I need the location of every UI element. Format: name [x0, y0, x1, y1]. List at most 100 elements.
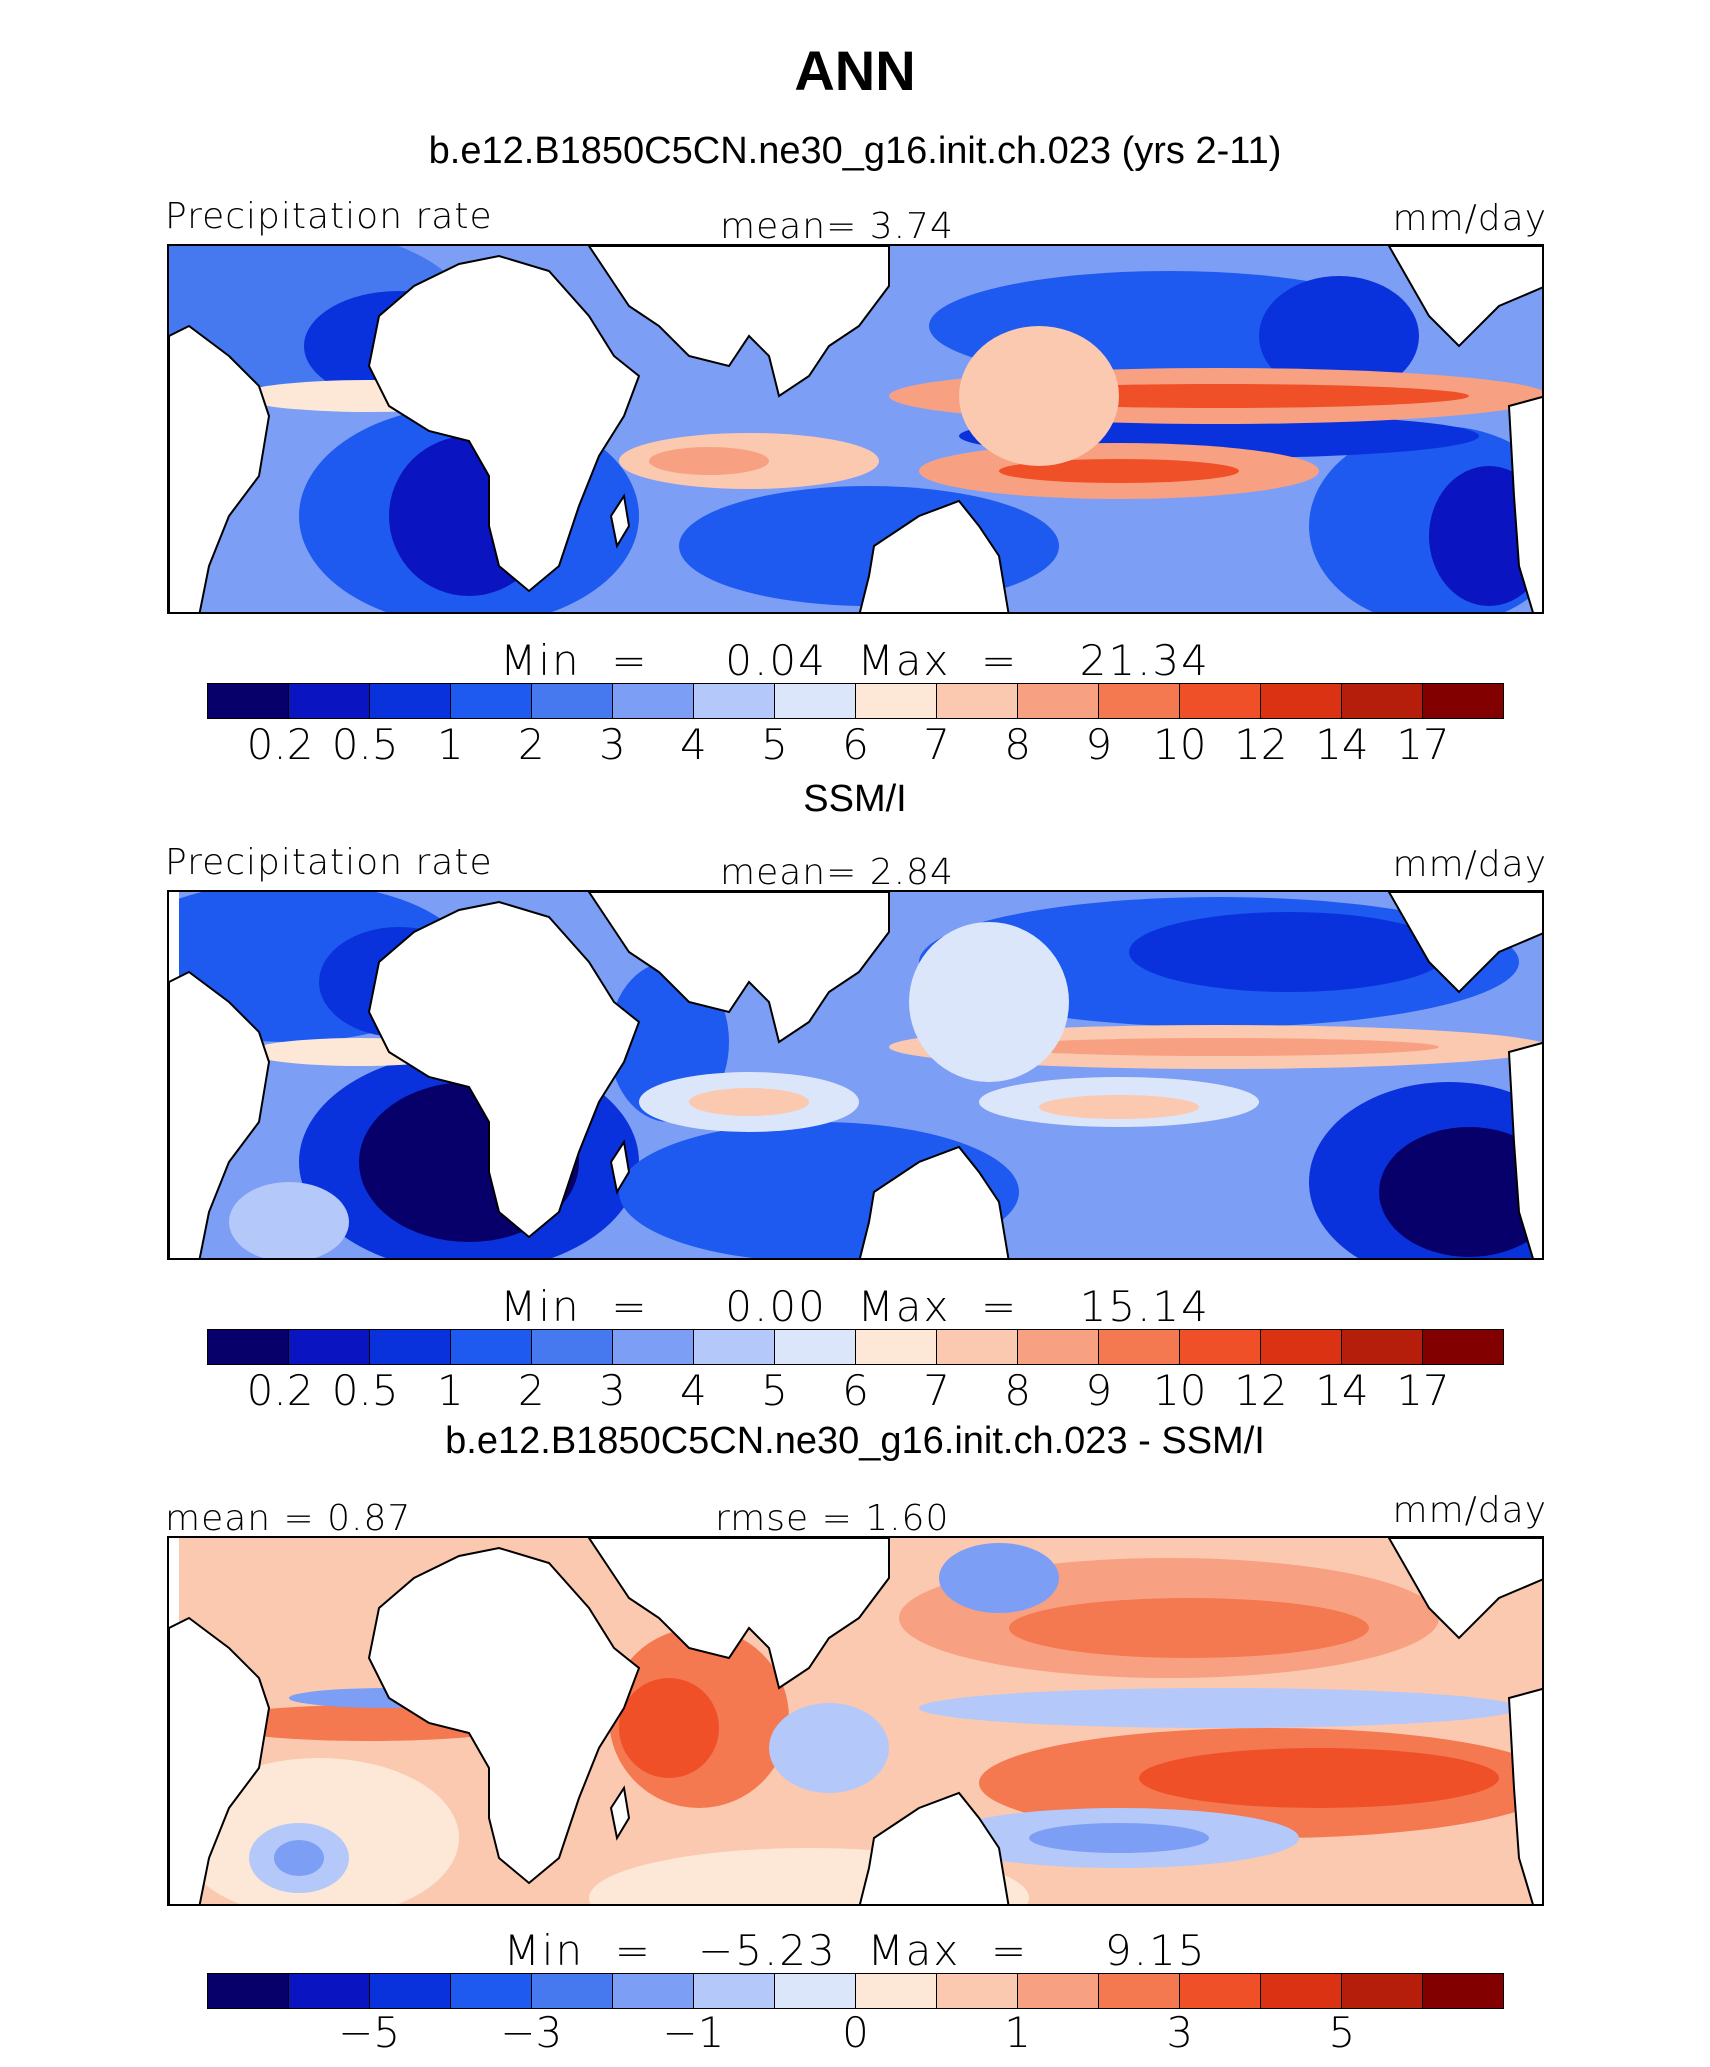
colorbar-segment — [1180, 1974, 1261, 2008]
panel-3-colorbar-ticks: −5 −3 −1 0 1 3 5 — [0, 2008, 1710, 2058]
colorbar-tick-label: 5 — [761, 720, 788, 769]
panel-1-minmax: Min = 0.04 Max = 21.34 — [500, 636, 1210, 685]
colorbar-segment — [1342, 1974, 1423, 2008]
panel-3-rmse-label: rmse = 1.60 — [715, 1498, 950, 1539]
colorbar-segment — [1342, 1330, 1423, 1364]
colorbar-segment — [856, 1330, 937, 1364]
colorbar-segment — [613, 1974, 694, 2008]
panel-2-map-plot — [169, 892, 1542, 1258]
colorbar-tick-label: −1 — [662, 2008, 725, 2057]
panel-1-colorbar-ticks: 0.2 0.5 1 2 3 4 5 6 7 8 9 10 12 14 17 — [0, 720, 1710, 770]
colorbar-tick-label: 7 — [923, 720, 950, 769]
colorbar-tick-label: 1 — [1004, 2008, 1031, 2057]
colorbar-segment — [937, 684, 1018, 718]
colorbar-segment — [775, 1974, 856, 2008]
colorbar-tick-label: 0.2 — [246, 1366, 314, 1415]
colorbar-segment — [1018, 1974, 1099, 2008]
colorbar-tick-label: 8 — [1004, 1366, 1031, 1415]
panel-1-mean-label: mean= 3.74 — [720, 206, 954, 247]
panel-3-minmax: Min = −5.23 Max = 9.15 — [503, 1926, 1207, 1975]
colorbar-segment — [1099, 1974, 1180, 2008]
colorbar-segment — [289, 1330, 370, 1364]
colorbar-tick-label: 17 — [1396, 720, 1450, 769]
colorbar-tick-label: 6 — [842, 720, 869, 769]
colorbar-tick-label: 9 — [1085, 1366, 1113, 1415]
colorbar-tick-label: 4 — [680, 720, 707, 769]
panel-3-units-label: mm/day — [1392, 1490, 1547, 1531]
colorbar-segment — [937, 1974, 1018, 2008]
panel-3-map — [167, 1536, 1544, 1906]
colorbar-segment — [289, 1974, 370, 2008]
colorbar-segment — [289, 684, 370, 718]
colorbar-segment — [1180, 1330, 1261, 1364]
colorbar-tick-label: 1 — [436, 1366, 464, 1415]
colorbar-segment — [532, 684, 613, 718]
panel-2-map — [167, 890, 1544, 1260]
colorbar-segment — [613, 684, 694, 718]
colorbar-tick-label: 5 — [1328, 2008, 1356, 2057]
colorbar-tick-label: 3 — [1166, 2008, 1194, 2057]
panel-2-units-label: mm/day — [1392, 844, 1547, 885]
colorbar-tick-label: 0.5 — [331, 720, 399, 769]
colorbar-segment — [694, 684, 775, 718]
colorbar-segment — [532, 1974, 613, 2008]
colorbar-segment — [856, 684, 937, 718]
panel-1-title: b.e12.B1850C5CN.ne30_g16.init.ch.023 (yr… — [428, 130, 1282, 172]
colorbar-tick-label: −3 — [500, 2008, 563, 2057]
colorbar-segment — [208, 1330, 289, 1364]
colorbar-tick-label: 14 — [1315, 720, 1369, 769]
colorbar-segment — [937, 1330, 1018, 1364]
panel-2-colorbar-ticks: 0.2 0.5 1 2 3 4 5 6 7 8 9 10 12 14 17 — [0, 1366, 1710, 1416]
panel-1-units-label: mm/day — [1392, 198, 1547, 239]
colorbar-segment — [694, 1974, 775, 2008]
colorbar-segment — [451, 684, 532, 718]
colorbar-tick-label: 14 — [1315, 1366, 1369, 1415]
colorbar-segment — [1261, 684, 1342, 718]
panel-3-title: b.e12.B1850C5CN.ne30_g16.init.ch.023 - S… — [445, 1420, 1265, 1462]
colorbar-segment — [1180, 684, 1261, 718]
panel-1-map-plot — [169, 246, 1542, 612]
colorbar-tick-label: 0.5 — [331, 1366, 399, 1415]
colorbar-segment — [694, 1330, 775, 1364]
colorbar-tick-label: 4 — [680, 1366, 707, 1415]
panel-2-mean-label: mean= 2.84 — [720, 852, 954, 893]
colorbar-tick-label: 7 — [923, 1366, 950, 1415]
panel-1-variable-label: Precipitation rate — [165, 196, 493, 237]
colorbar-tick-label: 1 — [436, 720, 464, 769]
colorbar-tick-label: 2 — [517, 1366, 545, 1415]
colorbar-tick-label: 3 — [598, 1366, 626, 1415]
panel-3-mean-label: mean = 0.87 — [165, 1498, 412, 1539]
colorbar-segment — [451, 1974, 532, 2008]
colorbar-segment — [1423, 1330, 1503, 1364]
colorbar-tick-label: 9 — [1085, 720, 1113, 769]
colorbar-segment — [613, 1330, 694, 1364]
colorbar-segment — [532, 1330, 613, 1364]
colorbar-tick-label: 0 — [842, 2008, 869, 2057]
colorbar-segment — [370, 684, 451, 718]
colorbar-tick-label: 12 — [1234, 1366, 1288, 1415]
colorbar-segment — [856, 1974, 937, 2008]
colorbar-segment — [1099, 684, 1180, 718]
colorbar-tick-label: 17 — [1396, 1366, 1450, 1415]
panel-1-colorbar — [207, 683, 1504, 719]
figure-title: ANN — [794, 39, 916, 102]
colorbar-segment — [451, 1330, 532, 1364]
panel-1-map — [167, 244, 1544, 614]
colorbar-segment — [1261, 1330, 1342, 1364]
colorbar-segment — [1099, 1330, 1180, 1364]
colorbar-segment — [775, 684, 856, 718]
panel-2-minmax: Min = 0.00 Max = 15.14 — [500, 1282, 1210, 1331]
colorbar-tick-label: 10 — [1153, 720, 1207, 769]
colorbar-tick-label: 2 — [517, 720, 545, 769]
colorbar-tick-label: 12 — [1234, 720, 1288, 769]
panel-3-colorbar — [207, 1973, 1504, 2009]
colorbar-tick-label: 5 — [761, 1366, 788, 1415]
panel-2-variable-label: Precipitation rate — [165, 842, 493, 883]
colorbar-segment — [1423, 684, 1503, 718]
colorbar-tick-label: 6 — [842, 1366, 869, 1415]
colorbar-tick-label: −5 — [338, 2008, 401, 2057]
colorbar-segment — [1261, 1974, 1342, 2008]
colorbar-segment — [1423, 1974, 1503, 2008]
colorbar-segment — [1018, 1330, 1099, 1364]
panel-3-map-plot — [169, 1538, 1542, 1904]
